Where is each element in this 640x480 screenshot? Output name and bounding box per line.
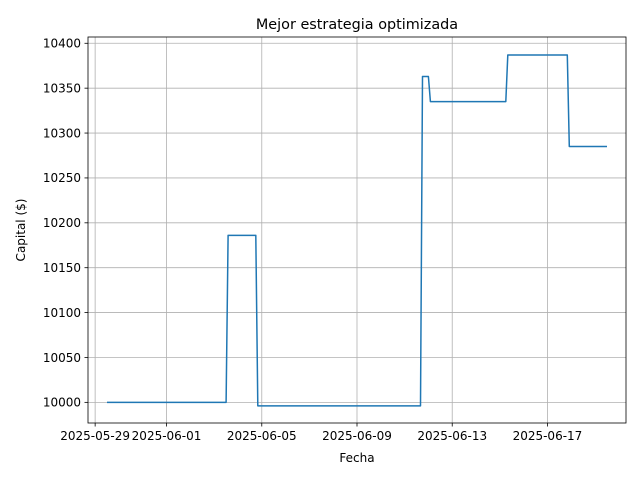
grid — [88, 37, 626, 423]
y-tick-label: 10000 — [43, 396, 81, 410]
y-tick-label: 10250 — [43, 171, 81, 185]
y-tick-label: 10200 — [43, 216, 81, 230]
x-tick-label: 2025-06-05 — [227, 429, 297, 443]
x-tick-label: 2025-06-17 — [513, 429, 583, 443]
x-tick-label: 2025-06-09 — [322, 429, 392, 443]
x-axis-ticks: 2025-05-29 2025-06-01 2025-06-05 2025-06-09… — [60, 423, 582, 443]
chart-title: Mejor estrategia optimizada — [256, 17, 458, 33]
x-tick-label: 2025-05-29 — [60, 429, 130, 443]
y-tick-label: 10150 — [43, 261, 81, 275]
y-tick-label: 10400 — [43, 37, 81, 51]
y-tick-label: 10050 — [43, 351, 81, 365]
y-axis-label: Capital ($) — [14, 199, 28, 262]
x-tick-label: 2025-06-13 — [417, 429, 487, 443]
x-tick-label: 2025-06-01 — [132, 429, 202, 443]
capital-series-line — [107, 54, 607, 407]
y-tick-label: 10100 — [43, 306, 81, 320]
x-axis-label: Fecha — [339, 451, 374, 465]
y-tick-label: 10350 — [43, 81, 81, 95]
series-layer — [107, 54, 607, 407]
y-axis-ticks: 10000 10050 10100 10150 10200 10250 10300 10350… — [43, 37, 88, 410]
y-tick-label: 10300 — [43, 126, 81, 140]
